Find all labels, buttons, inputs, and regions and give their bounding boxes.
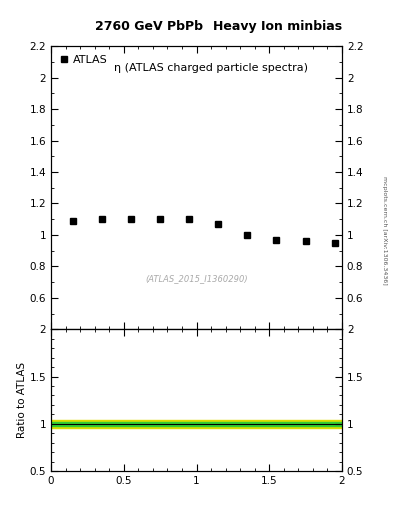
Text: (ATLAS_2015_I1360290): (ATLAS_2015_I1360290) <box>145 274 248 283</box>
Text: η (ATLAS charged particle spectra): η (ATLAS charged particle spectra) <box>114 63 308 73</box>
Bar <box>51 419 342 428</box>
Text: mcplots.cern.ch [arXiv:1306.3436]: mcplots.cern.ch [arXiv:1306.3436] <box>382 176 387 285</box>
Text: Heavy Ion minbias: Heavy Ion minbias <box>213 20 342 33</box>
Bar <box>51 422 342 425</box>
Text: 2760 GeV PbPb: 2760 GeV PbPb <box>95 20 203 33</box>
Y-axis label: Ratio to ATLAS: Ratio to ATLAS <box>17 362 27 438</box>
Legend: ATLAS: ATLAS <box>57 52 111 68</box>
